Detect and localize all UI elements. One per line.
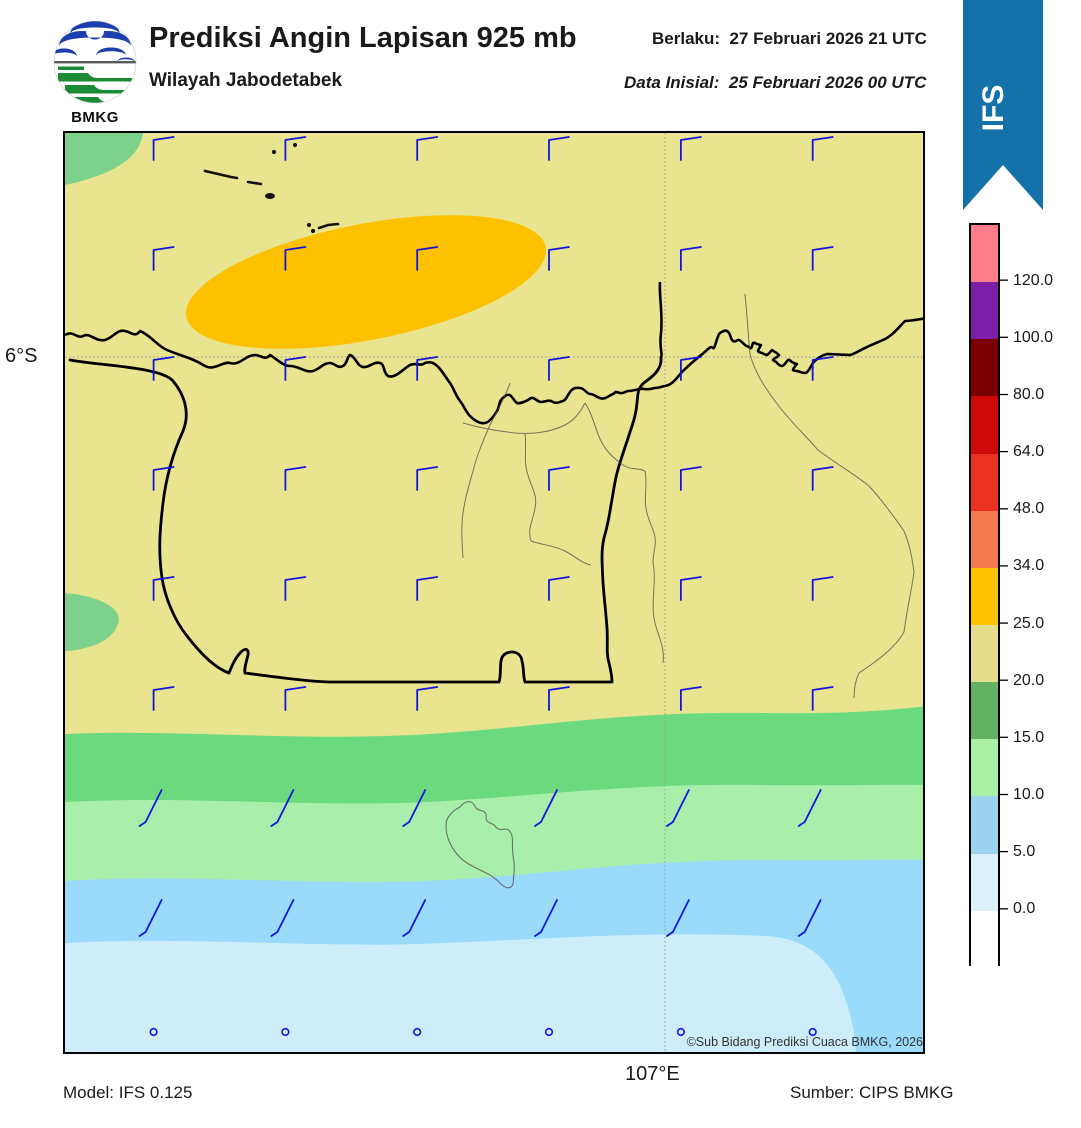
svg-text:IFS: IFS [977, 85, 1010, 132]
svg-text:©Sub Bidang Prediksi Cuaca BMK: ©Sub Bidang Prediksi Cuaca BMKG, 2026 [687, 1035, 923, 1049]
